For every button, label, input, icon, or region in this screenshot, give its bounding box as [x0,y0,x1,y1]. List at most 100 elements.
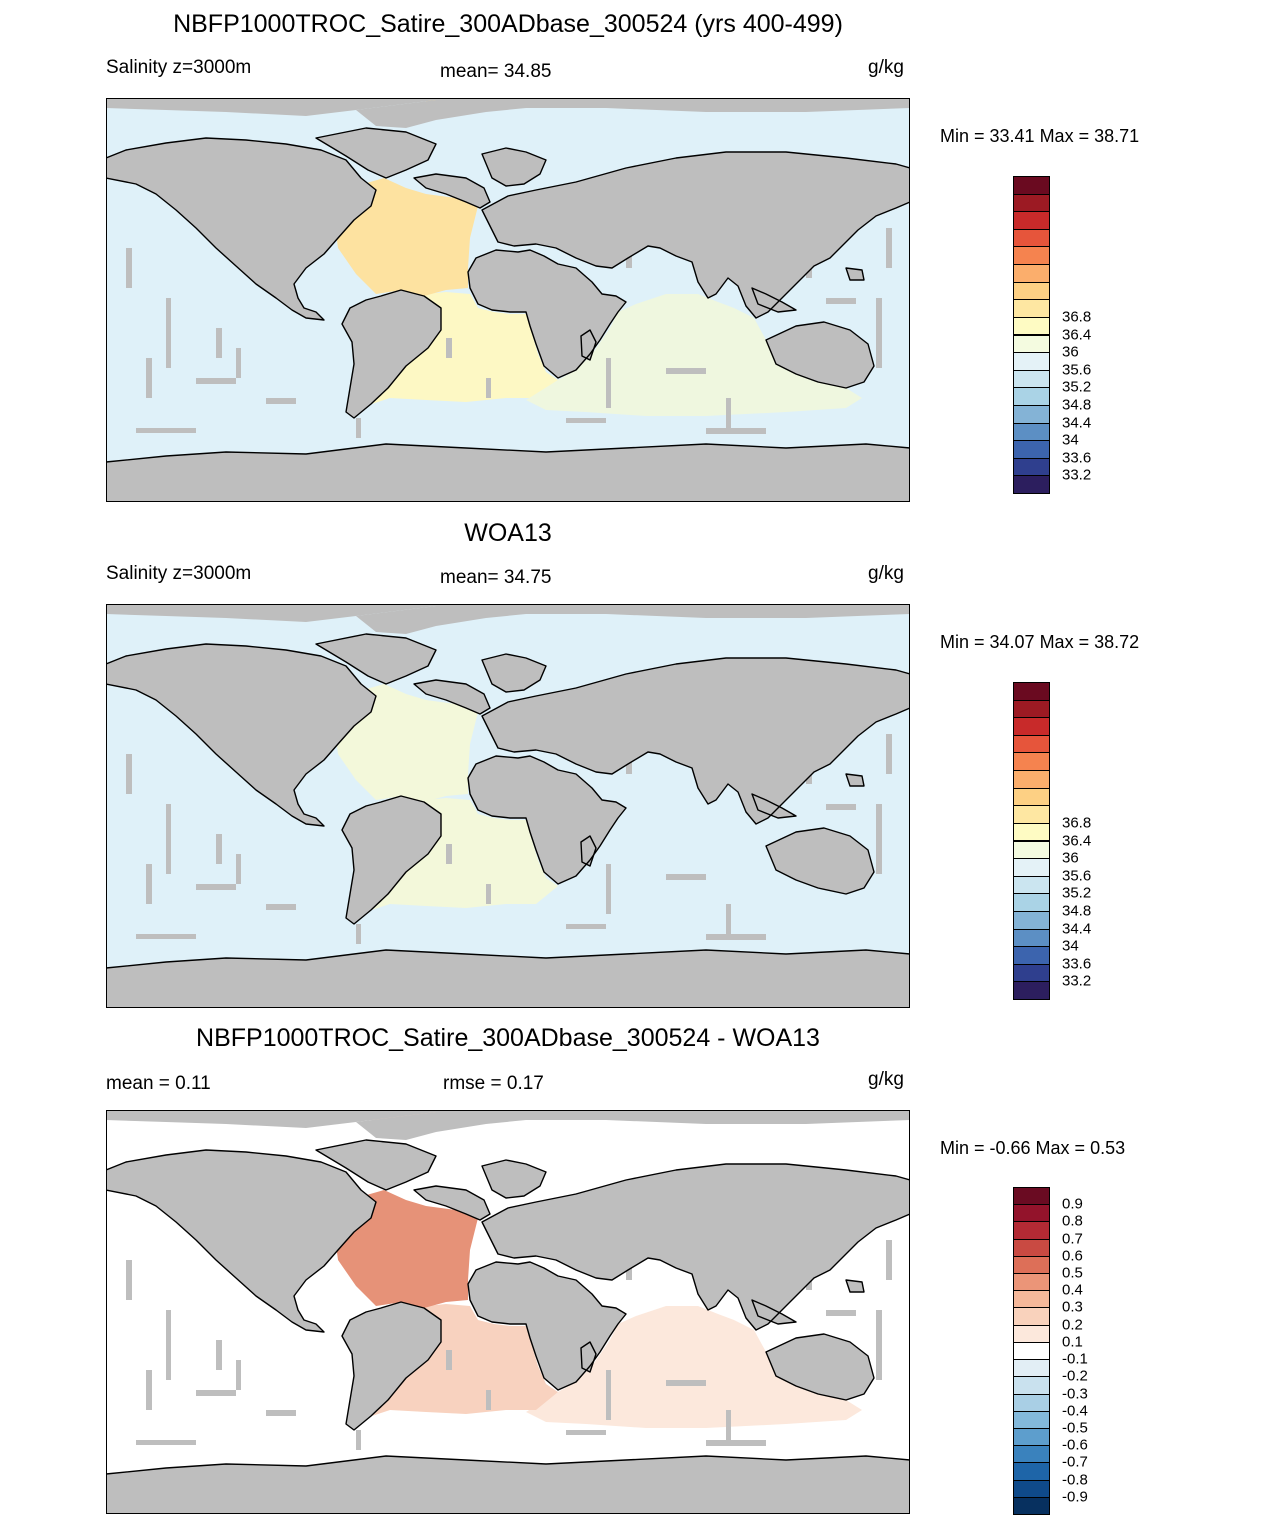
colorbar-tick-label: -0.7 [1062,1453,1088,1471]
bathymetry-mask [876,804,882,874]
bathymetry-mask [886,228,892,268]
bathymetry-mask [126,248,132,288]
land-mask [766,1334,874,1400]
coastline [467,755,627,885]
bathymetry-mask [706,934,766,940]
colorbar-swatch [1013,440,1050,459]
bathymetry-mask [236,1360,241,1390]
min-max-label: Min = 34.07 Max = 38.72 [940,632,1140,652]
coastline [481,657,910,825]
colorbar-swatch [1013,299,1050,318]
bathymetry-mask [146,358,152,398]
land-mask [846,1280,864,1292]
panel-title: NBFP1000TROC_Satire_300ADbase_300524 (yr… [173,10,843,38]
bathymetry-mask [606,864,611,914]
colorbar-swatch [1013,1324,1050,1343]
south-atlantic-field [372,1302,558,1416]
bathymetry-mask [216,328,222,358]
min-max-label: Min = 33.41 Max = 38.71 [940,126,1140,146]
bathymetry-mask [726,904,731,934]
land-mask [482,1160,546,1198]
land-mask [846,268,864,280]
bathymetry-mask [666,1380,706,1386]
bathymetry-mask [446,1350,452,1370]
colorbar-swatch [1013,875,1050,895]
coastline [315,1139,437,1191]
colorbar-tick-label: -0.9 [1062,1488,1088,1506]
bathymetry-mask [566,924,606,929]
bathymetry-mask [126,1260,132,1300]
land-mask [316,634,436,684]
land-mask [356,606,526,634]
south-atlantic-field [372,290,558,404]
variable-label: Salinity z=3000m [106,563,252,584]
bathymetry-mask [666,874,706,880]
coastline [315,633,437,685]
bathymetry-mask [236,854,241,884]
panel-difference: NBFP1000TROC_Satire_300ADbase_300524 - W… [0,1010,1285,1519]
units-label: g/kg [868,57,904,78]
coastline [481,147,547,187]
bathymetry-mask [136,934,196,939]
land-mask [106,950,910,1008]
colorbar-swatch [1013,893,1050,912]
colorbar-tick-label: 34 [1062,431,1079,449]
bathymetry-mask [216,834,222,864]
colorbar-swatch [1013,1187,1050,1206]
colorbar-tick-label: -0.4 [1062,1402,1088,1420]
coastline [106,443,910,463]
panel-observations: WOA13 Salinity z=3000m mean= 34.75 g/kg … [0,505,1285,1010]
land-mask [414,1186,490,1220]
land-mask [106,604,910,622]
units-label: g/kg [868,563,904,584]
land-mask [106,1150,376,1332]
colorbar-swatch [1013,1410,1050,1429]
mean-label: mean= 34.75 [440,567,552,588]
colorbar-swatch [1013,228,1050,248]
colorbar-tick-label: -0.2 [1062,1367,1088,1385]
colorbar-tick-label: 35.2 [1062,884,1092,902]
land-mask [766,828,874,894]
bathymetry-mask [136,428,196,433]
colorbar-swatch [1013,246,1050,266]
land-mask [342,796,441,924]
colorbar [1013,682,1050,1000]
colorbar-tick-label: -0.1 [1062,1350,1088,1368]
coastline [341,289,442,419]
colorbar-swatch [1013,1462,1050,1481]
colorbar-swatch [1013,387,1050,406]
bathymetry-mask [886,734,892,774]
colorbar-swatch [1013,770,1050,789]
bathymetry-mask [166,804,171,874]
coastline [580,1341,597,1373]
colorbar-swatch [1013,787,1050,807]
colorbar-swatch [1013,422,1050,442]
coastline [106,137,377,321]
colorbar-swatch [1013,734,1050,754]
colorbar-swatch [1013,1307,1050,1326]
colorbar-swatch [1013,682,1050,701]
bathymetry-mask [726,398,731,428]
colorbar-swatch [1013,316,1050,336]
min-max-label: Min = -0.66 Max = 0.53 [940,1138,1126,1158]
colorbar-tick-label: 34.8 [1062,902,1092,920]
colorbar-tick-label: 34.8 [1062,396,1092,414]
coastline [751,287,797,313]
bathymetry-mask [606,358,611,408]
bathymetry-mask [486,378,491,398]
coastline [106,1149,377,1333]
colorbar-tick-label: 0.4 [1062,1281,1083,1299]
coastline [413,679,491,715]
bathymetry-mask [726,1410,731,1440]
coastline [481,151,910,319]
bathymetry-mask [486,1390,491,1410]
colorbar-swatch [1013,176,1050,195]
colorbar-tick-label: 34.4 [1062,414,1092,432]
bathymetry-mask [566,1430,606,1435]
colorbar-swatch [1013,1273,1050,1292]
world-map [106,98,910,502]
land-mask [106,444,910,502]
colorbar-tick-label: 36 [1062,343,1079,361]
land-mask [482,654,546,692]
bathymetry-mask [446,338,452,358]
